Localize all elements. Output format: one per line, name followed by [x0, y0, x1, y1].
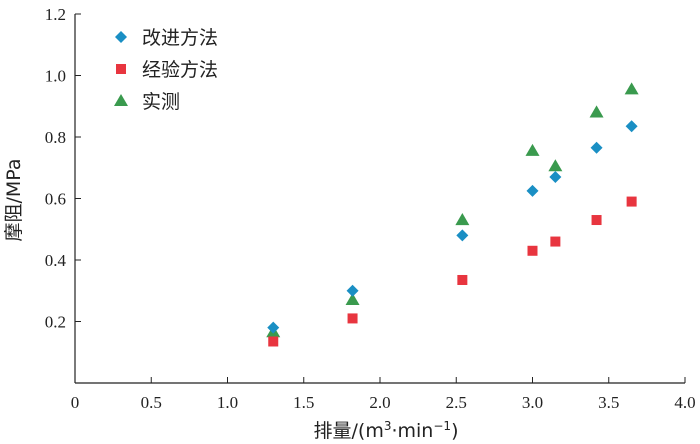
y-tick-label: 0.6 [45, 190, 66, 209]
diamond-data-point [526, 184, 539, 197]
triangle-data-point [624, 82, 639, 95]
square-data-point [347, 313, 358, 324]
x-tick-label: 1.5 [293, 393, 314, 412]
x-tick-label: 1.0 [217, 393, 238, 412]
x-axis-title-middle: ·min [391, 420, 433, 442]
legend-item: 经验方法 [116, 59, 218, 81]
x-axis-ticks: 0 0.5 1.0 1.5 2.0 2.5 3.0 3.5 4.0 [71, 377, 696, 412]
x-axis-title-suffix: ) [451, 420, 458, 442]
diamond-data-point [549, 170, 562, 183]
x-tick-label: 4.0 [674, 393, 695, 412]
y-tick-label: 0.2 [45, 313, 66, 332]
diamond-data-point [590, 141, 603, 154]
x-tick-label: 2.0 [369, 393, 390, 412]
x-axis-title: 排量/(m3·min−1) [314, 419, 459, 442]
x-tick-label: 0 [71, 393, 80, 412]
y-axis-ticks: 0.2 0.4 0.6 0.8 1.0 1.2 [45, 5, 81, 332]
legend-triangle-marker [114, 94, 128, 107]
legend-item: 实测 [114, 91, 180, 113]
y-tick-label: 0.4 [45, 251, 67, 270]
x-tick-label: 2.5 [446, 393, 467, 412]
square-data-point [626, 196, 637, 207]
diamond-data-point [346, 284, 359, 297]
diamond-data-point [456, 229, 469, 242]
legend-label: 改进方法 [142, 27, 218, 49]
legend-label: 实测 [142, 91, 180, 113]
square-data-point [550, 236, 561, 247]
triangle-data-point [345, 292, 360, 306]
square-data-point [591, 215, 602, 226]
legend-item: 改进方法 [115, 27, 218, 49]
diamond-data-point [625, 120, 638, 133]
x-tick-label: 0.5 [141, 393, 162, 412]
square-data-point [268, 336, 279, 347]
y-tick-label: 1.0 [45, 67, 66, 86]
square-data-point [457, 274, 468, 285]
triangle-data-point [589, 105, 604, 118]
x-tick-label: 3.5 [598, 393, 619, 412]
data-points [266, 82, 639, 347]
legend-diamond-marker [115, 31, 127, 43]
x-tick-label: 3.0 [522, 393, 543, 412]
y-axis-title: 摩阻/MPa [3, 158, 25, 241]
y-tick-label: 0.8 [45, 128, 66, 147]
triangle-data-point [455, 213, 470, 226]
x-axis-title-sup-2: −1 [433, 419, 451, 433]
x-axis-title-prefix: 排量/(m [314, 420, 384, 442]
legend-square-marker [116, 64, 126, 74]
legend-label: 经验方法 [142, 59, 218, 81]
triangle-data-point [548, 159, 563, 172]
y-tick-label: 1.2 [45, 5, 66, 24]
diamond-data-point [267, 321, 280, 334]
x-axis-title-sup-1: 3 [384, 419, 392, 433]
triangle-data-point [525, 143, 540, 156]
square-data-point [527, 245, 538, 256]
